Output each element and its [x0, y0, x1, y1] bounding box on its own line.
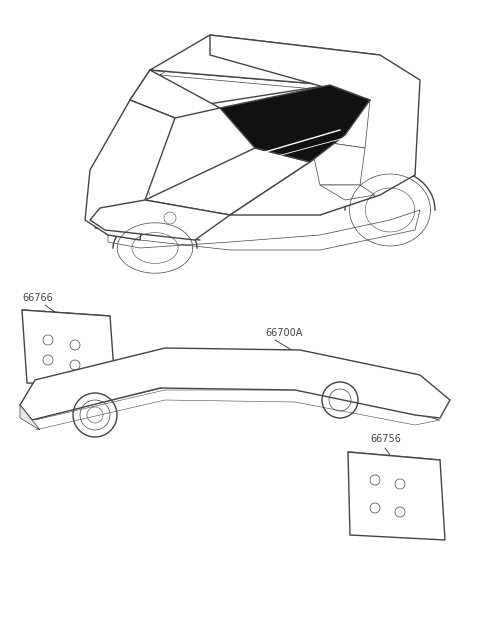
Polygon shape: [220, 85, 370, 162]
Polygon shape: [349, 174, 431, 246]
Polygon shape: [130, 70, 220, 118]
Text: 66756: 66756: [370, 434, 401, 444]
Polygon shape: [117, 223, 193, 273]
Polygon shape: [310, 140, 365, 185]
Polygon shape: [150, 35, 380, 85]
Polygon shape: [310, 90, 370, 148]
Polygon shape: [145, 148, 310, 215]
Polygon shape: [22, 310, 115, 385]
Polygon shape: [20, 348, 450, 420]
Polygon shape: [90, 200, 230, 240]
Polygon shape: [210, 35, 420, 215]
Polygon shape: [85, 100, 175, 240]
Text: 66766: 66766: [22, 293, 53, 303]
Polygon shape: [20, 405, 40, 430]
Polygon shape: [320, 185, 375, 200]
Text: 66700A: 66700A: [265, 328, 302, 338]
Polygon shape: [348, 452, 445, 540]
